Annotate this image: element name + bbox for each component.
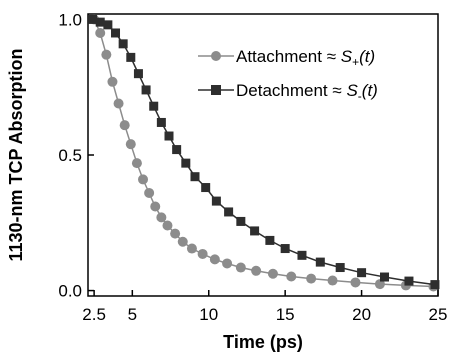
x-tick-label: 10 [199, 305, 218, 324]
data-point-detachment [297, 250, 307, 260]
data-point-attachment [156, 212, 167, 223]
data-point-attachment [119, 120, 130, 131]
legend-marker-detachment [211, 85, 221, 95]
data-point-detachment [103, 20, 113, 30]
legend: Attachment ≈ S+(t) Detachment ≈ S-(t) [198, 47, 378, 103]
data-point-attachment [209, 254, 220, 265]
x-tick-label: 5 [128, 305, 137, 324]
data-point-attachment [162, 220, 173, 231]
data-point-detachment [156, 117, 166, 127]
data-point-detachment [250, 226, 260, 236]
data-point-attachment [251, 265, 262, 276]
data-point-detachment [280, 244, 290, 254]
data-point-attachment [350, 277, 361, 288]
x-tick-label: 2.5 [82, 305, 106, 324]
y-tick-label: 0.0 [58, 282, 82, 301]
data-point-detachment [201, 183, 211, 193]
data-point-detachment [315, 257, 325, 267]
data-point-detachment [133, 69, 143, 79]
data-point-detachment [211, 196, 221, 206]
data-point-attachment [125, 139, 136, 150]
data-point-detachment [224, 207, 234, 217]
legend-label-detachment: Detachment ≈ S-(t) [236, 81, 378, 103]
data-point-attachment [222, 258, 233, 269]
legend-marker-attachment [211, 51, 221, 61]
legend-entry-detachment: Detachment ≈ S-(t) [198, 81, 378, 103]
data-point-detachment [404, 276, 414, 286]
data-point-detachment [126, 52, 136, 62]
series-layer [88, 14, 440, 292]
data-point-attachment [306, 273, 317, 284]
data-point-attachment [170, 228, 181, 239]
data-point-detachment [164, 131, 174, 141]
x-axis-title: Time (ps) [223, 332, 303, 352]
data-point-detachment [190, 172, 200, 182]
data-point-detachment [149, 101, 159, 111]
data-point-attachment [177, 236, 188, 247]
data-point-attachment [267, 268, 278, 279]
data-point-attachment [235, 262, 246, 273]
data-point-detachment [430, 280, 440, 290]
data-point-detachment [95, 17, 105, 27]
data-point-detachment [335, 263, 345, 273]
data-point-detachment [236, 216, 246, 226]
data-point-detachment [141, 85, 151, 95]
y-tick-label: 1.0 [58, 10, 82, 29]
data-point-attachment [113, 98, 124, 109]
legend-label-attachment: Attachment ≈ S+(t) [236, 47, 375, 69]
data-point-attachment [186, 243, 197, 254]
data-point-detachment [111, 28, 121, 38]
series-line-detachment [92, 18, 436, 286]
x-tick-label: 20 [352, 305, 371, 324]
data-point-detachment [88, 14, 98, 24]
x-tick-label: 25 [429, 305, 448, 324]
data-point-detachment [380, 272, 390, 282]
data-point-detachment [265, 235, 275, 245]
data-point-attachment [144, 187, 155, 198]
data-point-attachment [138, 174, 149, 185]
data-point-detachment [118, 39, 128, 49]
data-point-attachment [150, 201, 161, 212]
data-point-detachment [172, 145, 182, 155]
data-point-attachment [131, 158, 142, 169]
legend-entry-attachment: Attachment ≈ S+(t) [198, 47, 375, 69]
tick-labels: 2.5 5 10 15 20 25 0.0 0.5 1.0 [58, 10, 447, 324]
y-axis-title: 1130-nm TCP Absorption [6, 48, 26, 261]
x-tick-label: 15 [276, 305, 295, 324]
data-point-attachment [374, 279, 385, 290]
data-point-attachment [101, 49, 112, 60]
data-point-detachment [357, 268, 367, 278]
data-point-attachment [107, 76, 118, 87]
data-point-attachment [95, 27, 106, 38]
data-point-attachment [197, 248, 208, 259]
y-tick-label: 0.5 [58, 146, 82, 165]
data-point-detachment [181, 158, 191, 168]
data-point-attachment [286, 271, 297, 282]
data-point-attachment [327, 275, 338, 286]
